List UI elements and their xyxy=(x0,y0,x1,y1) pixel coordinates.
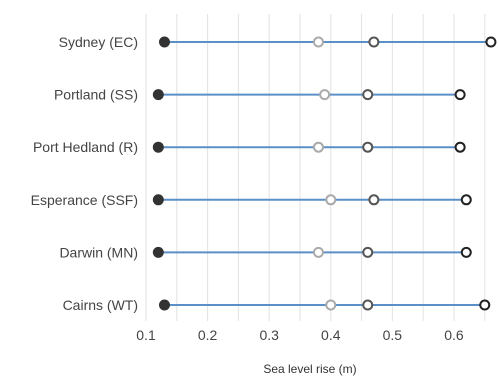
projection-point xyxy=(319,89,331,101)
projection-point xyxy=(362,299,374,311)
points-layer xyxy=(152,36,497,311)
category-label: Cairns (WT) xyxy=(63,297,138,313)
projection-point xyxy=(362,141,374,153)
projection-point xyxy=(368,36,380,48)
x-tick-label: 0.2 xyxy=(198,327,218,343)
projection-point xyxy=(454,89,466,101)
category-label: Sydney (EC) xyxy=(59,34,138,50)
baseline-point xyxy=(152,141,164,153)
ranges-layer xyxy=(158,41,491,306)
projection-point xyxy=(368,194,380,206)
category-label: Darwin (MN) xyxy=(59,244,138,260)
projection-point xyxy=(325,299,337,311)
projection-point xyxy=(460,194,472,206)
projection-point xyxy=(325,194,337,206)
baseline-point xyxy=(152,194,164,206)
category-labels: Sydney (EC) Portland (SS) Port Hedland (R)… xyxy=(31,34,138,313)
x-tick-label: 0.3 xyxy=(259,327,279,343)
projection-point xyxy=(485,36,497,48)
category-label: Portland (SS) xyxy=(54,87,138,103)
x-tick-label: 0.4 xyxy=(321,327,341,343)
x-tick-label: 0.6 xyxy=(444,327,464,343)
projection-point xyxy=(460,246,472,258)
grid-layer xyxy=(145,14,486,321)
projection-point xyxy=(312,36,324,48)
x-tick-labels: 0.1 0.2 0.3 0.4 0.5 0.6 xyxy=(136,327,464,343)
baseline-point xyxy=(158,36,170,48)
category-label: Esperance (SSF) xyxy=(31,192,138,208)
x-tick-label: 0.1 xyxy=(136,327,156,343)
projection-point xyxy=(312,141,324,153)
x-axis-title: Sea level rise (m) xyxy=(263,362,356,376)
baseline-point xyxy=(158,299,170,311)
baseline-point xyxy=(152,246,164,258)
projection-point xyxy=(362,246,374,258)
projection-point xyxy=(312,246,324,258)
projection-point xyxy=(362,89,374,101)
x-tick-label: 0.5 xyxy=(383,327,403,343)
baseline-point xyxy=(152,89,164,101)
projection-point xyxy=(454,141,466,153)
projection-point xyxy=(479,299,491,311)
category-label: Port Hedland (R) xyxy=(33,139,138,155)
